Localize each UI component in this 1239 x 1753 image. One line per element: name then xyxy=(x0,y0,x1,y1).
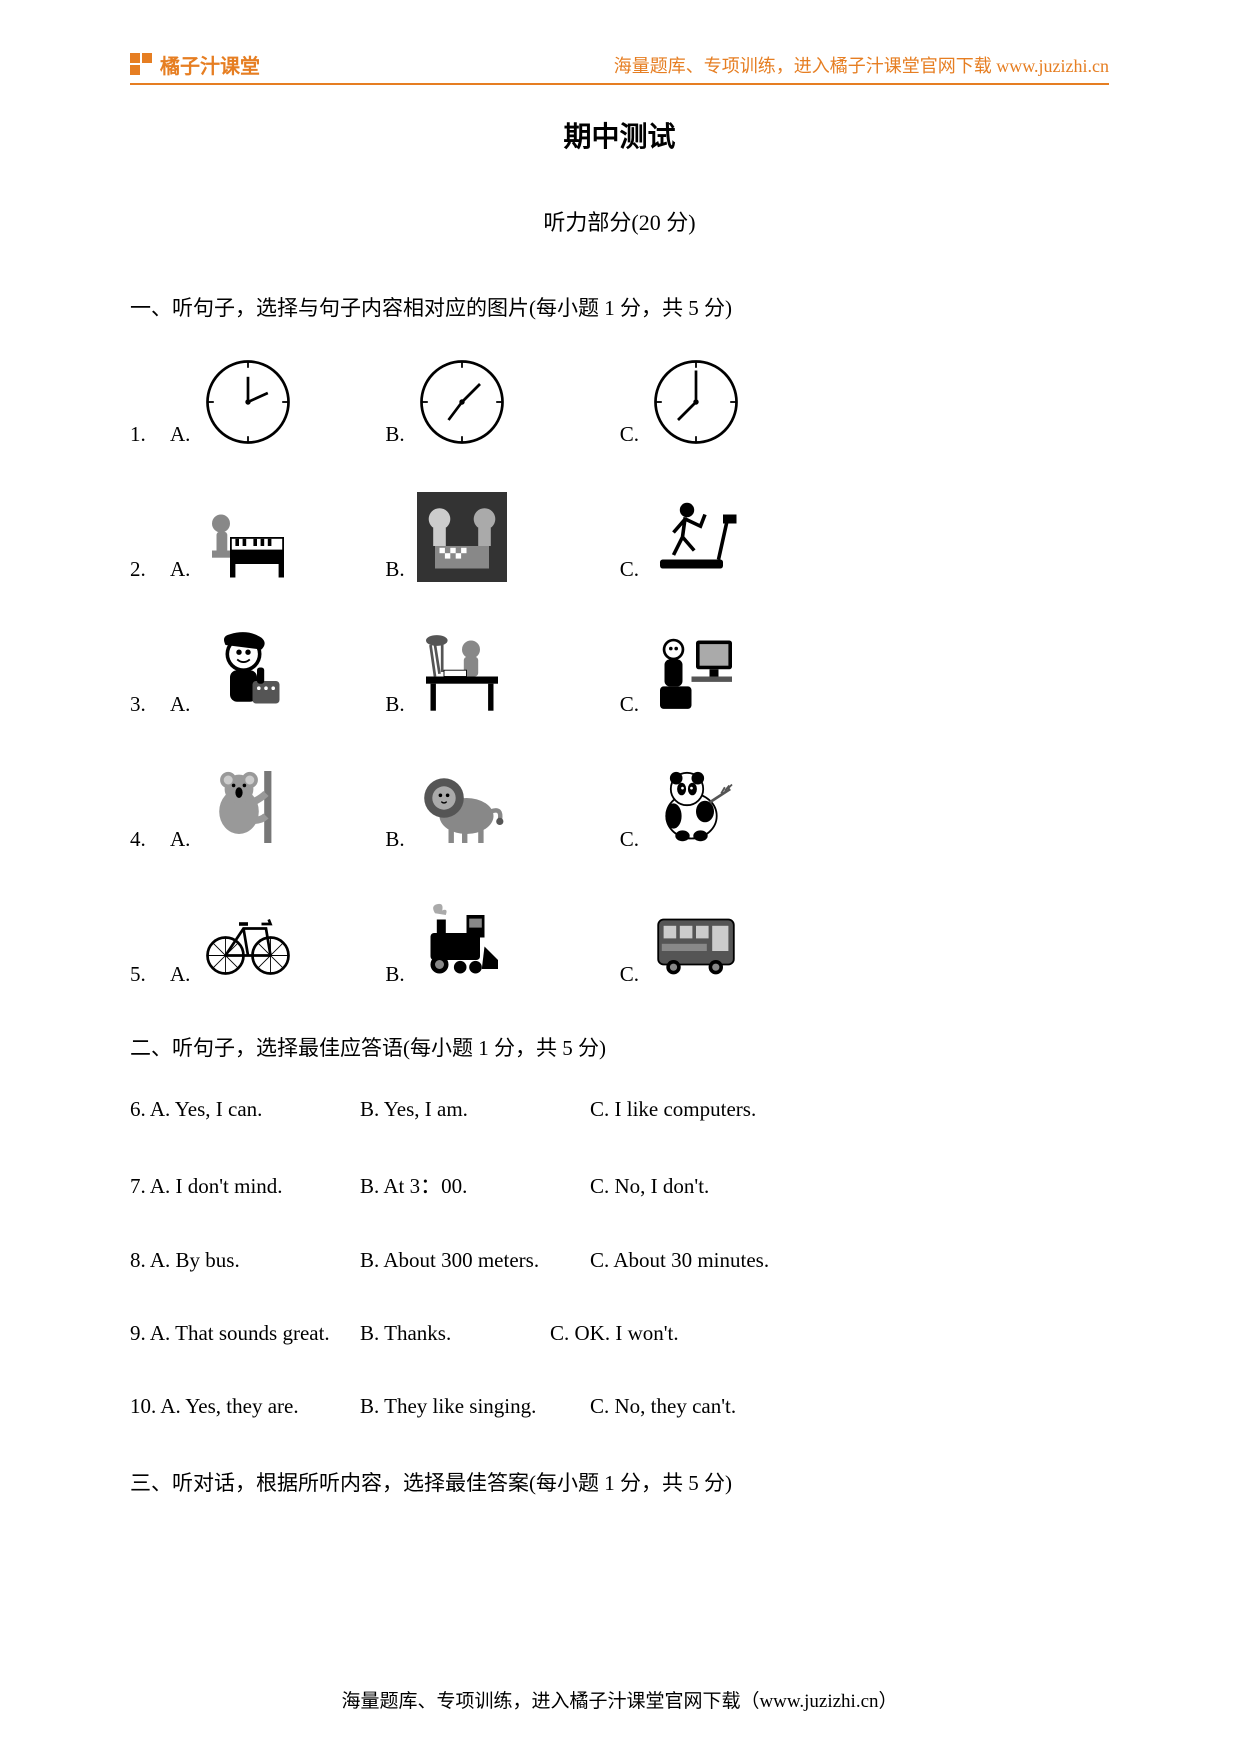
choice-label: B. xyxy=(385,692,404,717)
choice-a: 10. A. Yes, they are. xyxy=(130,1394,360,1419)
choice-label: A. xyxy=(170,422,190,447)
image-question-row: 5. A. B. C. xyxy=(130,897,1109,987)
choice-label: B. xyxy=(385,962,404,987)
text-question-row: 10. A. Yes, they are. B. They like singi… xyxy=(130,1394,1109,1419)
choice-label: C. xyxy=(620,827,639,852)
choice-label: A. xyxy=(170,692,190,717)
bicycle-icon xyxy=(200,897,295,987)
logo-icon xyxy=(130,53,154,77)
text-question-row: 6. A. Yes, I can. B. Yes, I am. C. I lik… xyxy=(130,1097,1109,1122)
image-question-row: 1. A. B. C. xyxy=(130,357,1109,447)
train-icon xyxy=(415,897,510,987)
clock-2-icon xyxy=(415,357,510,447)
text-question-row: 8. A. By bus. B. About 300 meters. C. Ab… xyxy=(130,1248,1109,1273)
clock-3-icon xyxy=(649,357,744,447)
question-number: 3. xyxy=(130,692,160,717)
choice-c: C. I like computers. xyxy=(590,1097,820,1122)
choice-label: B. xyxy=(385,827,404,852)
panda-icon xyxy=(649,762,744,852)
choice-c: C. No, they can't. xyxy=(590,1394,820,1419)
image-question-row: 4. A. B. C. xyxy=(130,762,1109,852)
section-1-heading: 一、听句子，选择与句子内容相对应的图片(每小题 1 分，共 5 分) xyxy=(130,292,1109,322)
question-number: 5. xyxy=(130,962,160,987)
choice-c: C. About 30 minutes. xyxy=(590,1248,820,1273)
logo-block: 橘子汁课堂 xyxy=(130,50,260,79)
page-title: 期中测试 xyxy=(130,115,1109,155)
section-2-heading: 二、听句子，选择最佳应答语(每小题 1 分，共 5 分) xyxy=(130,1032,1109,1062)
bus-icon xyxy=(649,897,744,987)
choice-a: 7. A. I don't mind. xyxy=(130,1174,360,1199)
choice-a: 8. A. By bus. xyxy=(130,1248,360,1273)
listening-subtitle: 听力部分(20 分) xyxy=(130,205,1109,237)
question-number: 2. xyxy=(130,557,160,582)
computer-icon xyxy=(649,627,744,717)
choice-label: A. xyxy=(170,962,190,987)
choice-label: B. xyxy=(385,557,404,582)
phone-icon xyxy=(200,627,295,717)
choice-label: A. xyxy=(170,827,190,852)
image-question-row: 3. A. B. C. xyxy=(130,627,1109,717)
choice-b: B. They like singing. xyxy=(360,1394,590,1419)
header-right-text: 海量题库、专项训练，进入橘子汁课堂官网下载 www.juzizhi.cn xyxy=(614,52,1109,78)
text-question-row: 7. A. I don't mind. B. At 3：00. C. No, I… xyxy=(130,1170,1109,1200)
page-footer: 海量题库、专项训练，进入橘子汁课堂官网下载（www.juzizhi.cn） xyxy=(0,1686,1239,1713)
choice-c: C. OK. I won't. xyxy=(550,1321,780,1346)
choice-label: C. xyxy=(620,962,639,987)
chess-icon xyxy=(415,492,510,582)
choice-a: 6. A. Yes, I can. xyxy=(130,1097,360,1122)
page-header: 橘子汁课堂 海量题库、专项训练，进入橘子汁课堂官网下载 www.juzizhi.… xyxy=(130,50,1109,85)
choice-c: C. No, I don't. xyxy=(590,1174,820,1199)
section-3-heading: 三、听对话，根据所听内容，选择最佳答案(每小题 1 分，共 5 分) xyxy=(130,1467,1109,1497)
choice-b: B. Thanks. xyxy=(360,1321,550,1346)
piano-icon xyxy=(200,492,295,582)
choice-label: A. xyxy=(170,557,190,582)
image-question-row: 2. A. B. C. xyxy=(130,492,1109,582)
choice-b: B. At 3：00. xyxy=(360,1170,590,1200)
text-question-row: 9. A. That sounds great. B. Thanks. C. O… xyxy=(130,1321,1109,1346)
choice-label: C. xyxy=(620,422,639,447)
logo-text: 橘子汁课堂 xyxy=(160,50,260,79)
choice-b: B. Yes, I am. xyxy=(360,1097,590,1122)
clock-1-icon xyxy=(200,357,295,447)
homework-icon xyxy=(415,627,510,717)
choice-label: B. xyxy=(385,422,404,447)
choice-a: 9. A. That sounds great. xyxy=(130,1321,360,1346)
choice-label: C. xyxy=(620,692,639,717)
lion-icon xyxy=(415,762,510,852)
question-number: 4. xyxy=(130,827,160,852)
question-number: 1. xyxy=(130,422,160,447)
choice-label: C. xyxy=(620,557,639,582)
treadmill-icon xyxy=(649,492,744,582)
choice-b: B. About 300 meters. xyxy=(360,1248,590,1273)
koala-icon xyxy=(200,762,295,852)
